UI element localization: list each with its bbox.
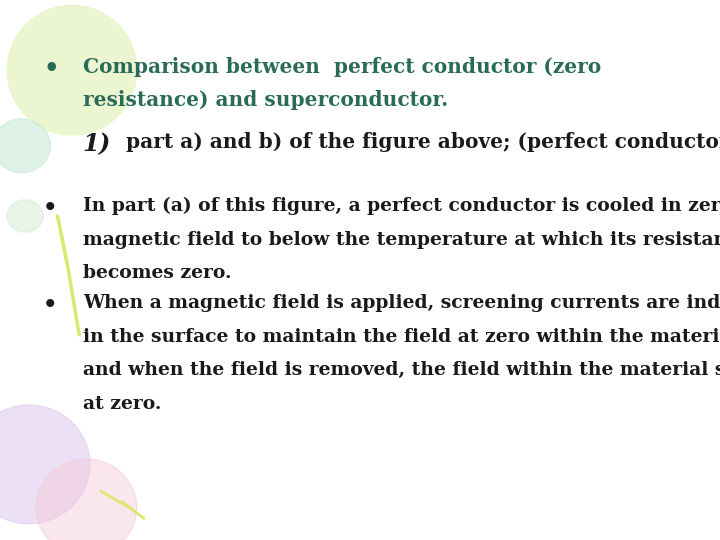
Text: •: • <box>43 197 58 220</box>
Ellipse shape <box>0 405 90 524</box>
Text: part a) and b) of the figure above; (perfect conductor): part a) and b) of the figure above; (per… <box>119 132 720 152</box>
Text: at zero.: at zero. <box>83 395 161 413</box>
Ellipse shape <box>7 200 43 232</box>
Text: becomes zero.: becomes zero. <box>83 264 231 282</box>
Text: •: • <box>43 294 58 318</box>
Ellipse shape <box>7 5 137 135</box>
Ellipse shape <box>0 119 50 173</box>
Ellipse shape <box>36 459 137 540</box>
Text: When a magnetic field is applied, screening currents are induced: When a magnetic field is applied, screen… <box>83 294 720 312</box>
Text: 1): 1) <box>83 132 111 156</box>
Text: •: • <box>43 57 59 80</box>
Text: magnetic field to below the temperature at which its resistance: magnetic field to below the temperature … <box>83 231 720 248</box>
Text: Comparison between  perfect conductor (zero: Comparison between perfect conductor (ze… <box>83 57 601 77</box>
Text: and when the field is removed, the field within the material stays: and when the field is removed, the field… <box>83 361 720 379</box>
Text: in the surface to maintain the field at zero within the material,: in the surface to maintain the field at … <box>83 328 720 346</box>
Text: In part (a) of this figure, a perfect conductor is cooled in zero: In part (a) of this figure, a perfect co… <box>83 197 720 215</box>
Text: resistance) and superconductor.: resistance) and superconductor. <box>83 90 448 110</box>
